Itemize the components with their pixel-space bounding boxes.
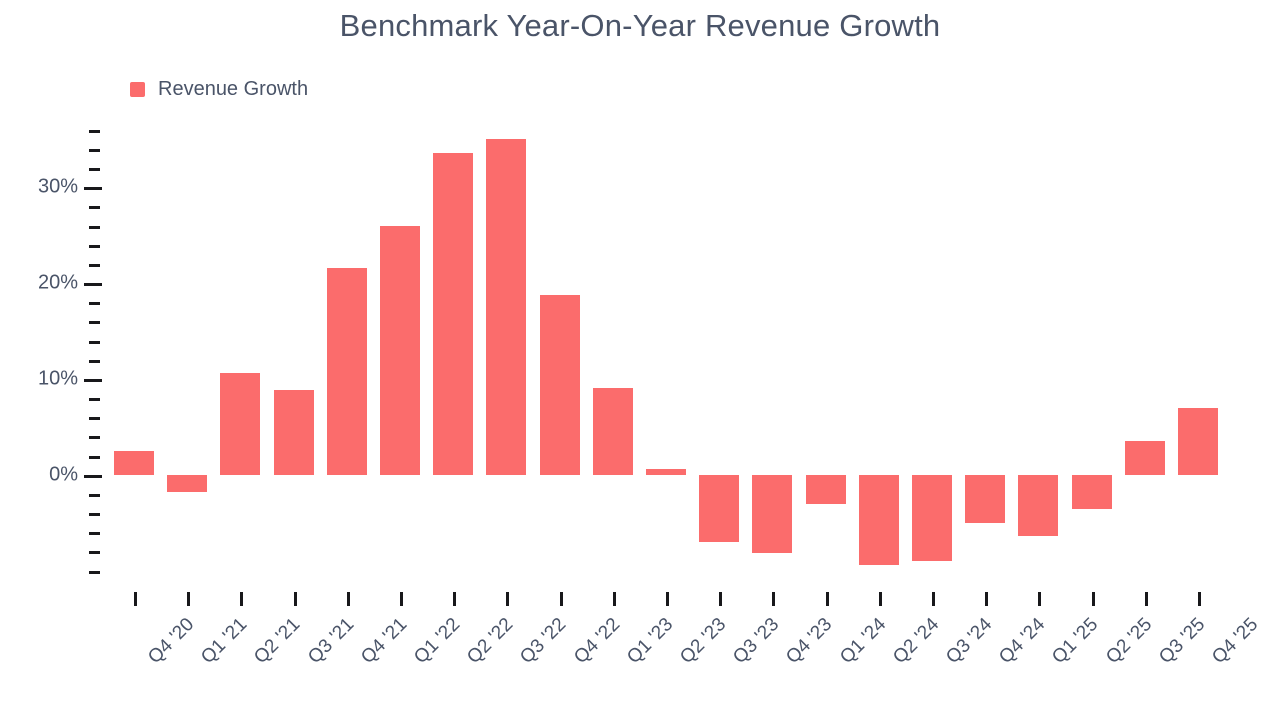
bar[interactable] <box>805 474 846 504</box>
x-axis-tick-label: Q2 '21 <box>250 614 305 669</box>
x-axis-tick-label: Q2 '22 <box>463 614 518 669</box>
x-axis-tick-label: Q4 '22 <box>569 614 624 669</box>
bar[interactable] <box>1178 407 1218 475</box>
x-axis-tick-label: Q3 '24 <box>942 614 997 669</box>
bar[interactable] <box>167 474 208 493</box>
y-axis-tick-label: 0% <box>49 463 78 486</box>
y-axis-minor-tick <box>89 551 100 555</box>
y-axis-tick-label: 10% <box>37 367 78 390</box>
x-axis-tick <box>932 592 935 606</box>
y-axis-minor-tick <box>89 398 100 402</box>
x-axis-tick-label: Q2 '24 <box>889 614 944 669</box>
x-axis-tick-label: Q3 '22 <box>516 614 571 669</box>
bar[interactable] <box>380 225 420 475</box>
x-axis-tick-label: Q2 '25 <box>1101 614 1156 669</box>
y-axis-major-tick <box>84 474 102 478</box>
bar[interactable] <box>592 387 633 475</box>
x-axis-tick-label: Q3 '25 <box>1155 614 1210 669</box>
x-axis-tick <box>187 592 191 606</box>
x-axis-tick <box>612 592 616 606</box>
bar[interactable] <box>326 267 367 475</box>
x-axis-tick <box>346 592 350 606</box>
y-axis-minor-tick <box>89 570 100 574</box>
y-axis-minor-tick <box>89 532 100 536</box>
x-axis-tick-label: Q1 '24 <box>835 614 890 669</box>
x-axis-tick <box>1198 592 1201 606</box>
x-axis-tick-label: Q4 '21 <box>357 614 412 669</box>
bar[interactable] <box>1071 474 1112 510</box>
legend-swatch-revenue-growth <box>130 82 145 97</box>
y-axis-minor-tick <box>89 321 100 325</box>
bar[interactable] <box>752 474 793 554</box>
bar[interactable] <box>220 373 261 475</box>
x-axis-tick <box>985 592 989 606</box>
y-axis-minor-tick <box>89 244 100 248</box>
y-axis-tick-label: 20% <box>37 271 78 294</box>
x-axis-tick <box>400 592 403 606</box>
plot-area: 0% 10% 20% 30% <box>38 125 1248 585</box>
x-axis-tick <box>719 592 723 606</box>
x-axis-tick <box>559 592 563 606</box>
x-axis-tick-label: Q2 '23 <box>676 614 731 669</box>
bar[interactable] <box>858 474 899 565</box>
x-axis-tick-label: Q1 '22 <box>410 614 465 669</box>
y-axis-minor-tick <box>89 225 100 229</box>
bar[interactable] <box>912 474 952 562</box>
bar[interactable] <box>1124 441 1165 475</box>
bar[interactable] <box>273 389 314 475</box>
bar[interactable] <box>646 469 686 475</box>
bar[interactable] <box>1018 474 1059 537</box>
x-axis-tick <box>134 592 137 606</box>
bar[interactable] <box>539 294 580 475</box>
x-axis-tick <box>506 592 510 606</box>
x-axis-tick-label: Q4 '20 <box>144 614 199 669</box>
y-axis-minor-tick <box>89 302 100 306</box>
y-axis-minor-tick <box>89 417 100 421</box>
y-axis-tick-label: 30% <box>37 175 78 198</box>
y-axis-minor-tick <box>89 513 100 517</box>
bar[interactable] <box>699 474 740 542</box>
chart-title: Benchmark Year-On-Year Revenue Growth <box>339 8 941 43</box>
x-axis-tick <box>453 592 457 606</box>
y-axis-minor-tick <box>89 455 100 459</box>
x-axis-tick-label: Q1 '25 <box>1048 614 1103 669</box>
x-axis-tick-label: Q1 '21 <box>197 614 252 669</box>
y-axis-minor-tick <box>89 263 100 267</box>
x-axis-tick <box>1038 592 1042 606</box>
bar[interactable] <box>965 474 1006 523</box>
bar[interactable] <box>486 139 527 475</box>
x-axis-tick <box>293 592 297 606</box>
y-axis-minor-tick <box>89 148 100 152</box>
x-axis-tick <box>240 592 244 606</box>
y-axis-major-tick <box>84 187 102 191</box>
y-axis-minor-tick <box>89 206 100 210</box>
legend-label-revenue-growth: Revenue Growth <box>158 78 309 100</box>
chart-legend: Revenue Growth <box>130 78 308 101</box>
y-axis-minor-tick <box>89 493 100 497</box>
x-axis-tick-label: Q4 '24 <box>995 614 1050 669</box>
y-axis-minor-tick <box>89 168 100 172</box>
x-axis-tick-label: Q4 '23 <box>782 614 837 669</box>
x-axis-tick <box>666 592 669 606</box>
x-axis-tick <box>825 592 829 606</box>
y-axis-major-tick <box>84 378 102 382</box>
y-axis-minor-tick <box>89 359 100 363</box>
x-axis-tick-label: Q4 '25 <box>1208 614 1263 669</box>
y-axis-major-tick <box>84 283 102 287</box>
x-axis-tick <box>878 592 882 606</box>
x-axis-tick-label: Q3 '23 <box>729 614 784 669</box>
x-axis-tick <box>1091 592 1095 606</box>
x-axis-tick-label: Q3 '21 <box>303 614 358 669</box>
y-axis-minor-tick <box>89 436 100 440</box>
y-axis-minor-tick <box>89 340 100 344</box>
y-axis-minor-tick <box>89 129 100 133</box>
x-axis-tick <box>1144 592 1148 606</box>
bar[interactable] <box>114 450 154 475</box>
x-axis-tick <box>772 592 776 606</box>
bar[interactable] <box>433 152 474 475</box>
x-axis-tick-label: Q1 '23 <box>623 614 678 669</box>
